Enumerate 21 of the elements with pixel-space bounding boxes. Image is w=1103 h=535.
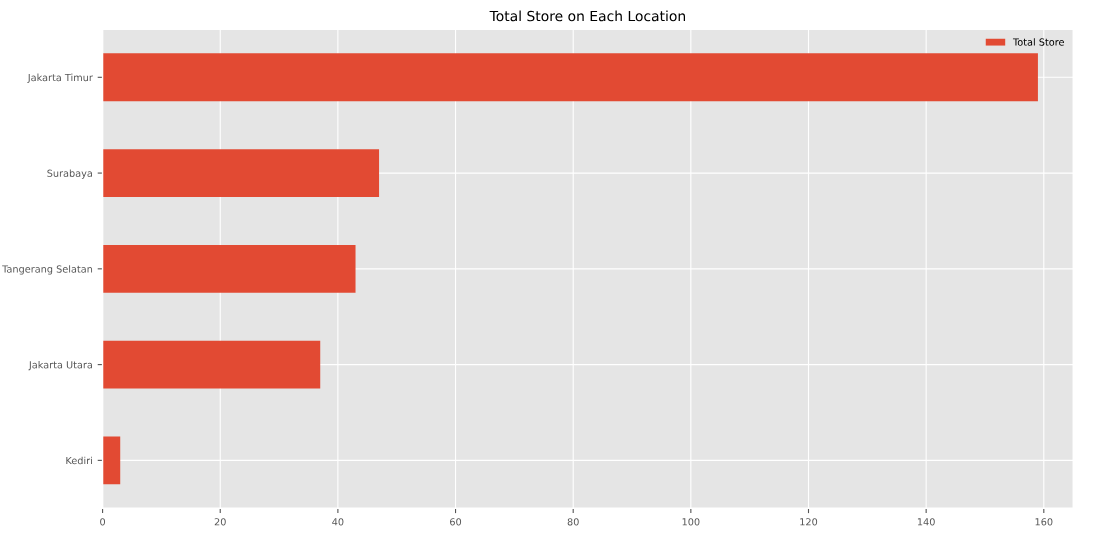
bar bbox=[102, 149, 380, 198]
x-tick-label: 160 bbox=[1035, 518, 1053, 526]
x-tick-label: 80 bbox=[567, 518, 579, 526]
legend-label: Total Store bbox=[1012, 38, 1064, 46]
x-tick-label: 140 bbox=[917, 518, 935, 526]
bar bbox=[102, 53, 1038, 102]
y-tick-label: Kediri bbox=[66, 456, 92, 465]
chart-title: Total Store on Each Location bbox=[489, 10, 685, 22]
y-tick-label: Surabaya bbox=[47, 169, 92, 179]
y-tick-label: Tangerang Selatan bbox=[2, 265, 93, 275]
x-tick-label: 40 bbox=[332, 518, 344, 526]
bar bbox=[102, 436, 121, 485]
y-tick-label: Jakarta Utara bbox=[28, 360, 92, 371]
bar bbox=[102, 340, 321, 389]
y-tick-label: Jakarta Timur bbox=[27, 73, 93, 83]
x-tick-label: 0 bbox=[100, 518, 106, 526]
x-tick-label: 120 bbox=[800, 518, 818, 526]
x-tick-label: 60 bbox=[450, 518, 462, 526]
bar bbox=[102, 244, 356, 293]
x-tick-label: 100 bbox=[682, 518, 700, 526]
x-tick-label: 20 bbox=[214, 518, 226, 526]
